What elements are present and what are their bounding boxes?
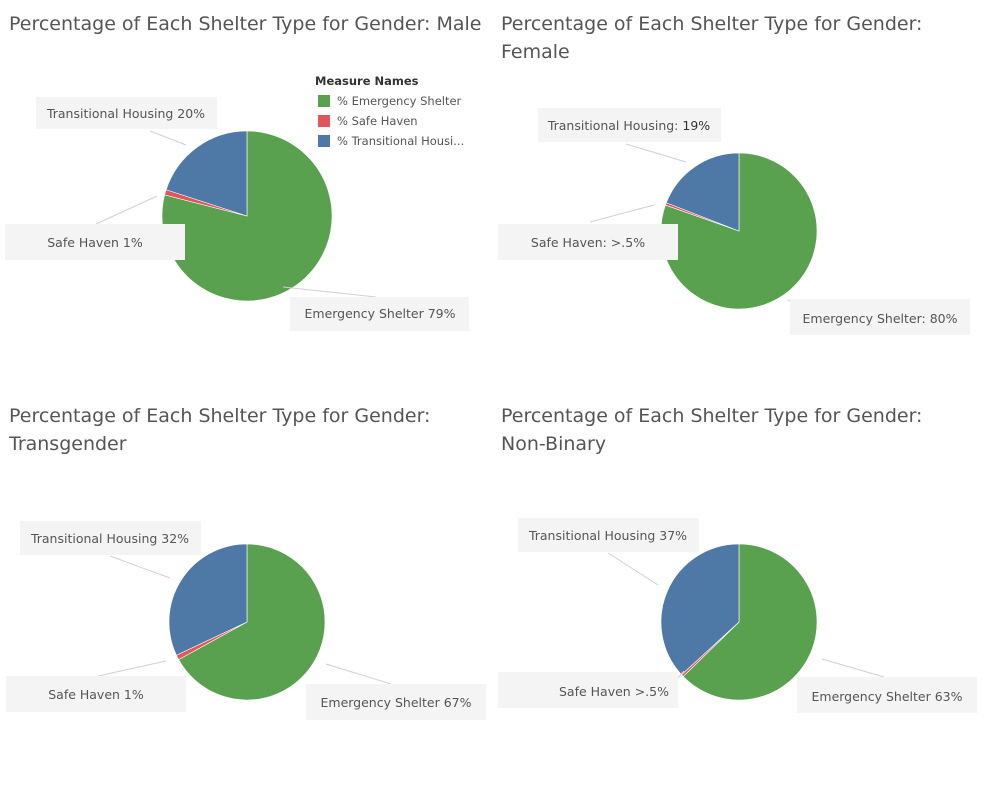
legend-swatch <box>318 115 330 127</box>
legend: Measure Names % Emergency Shelter % Safe H… <box>315 74 464 148</box>
leader-line <box>282 286 377 298</box>
data-label-box <box>790 299 970 335</box>
leader-line <box>589 204 655 223</box>
pie-slice-transitional-housing[interactable] <box>168 543 248 656</box>
pie-slice-transitional-housing[interactable] <box>660 543 740 676</box>
data-label-transitional-housing: Transitional Housing 32% <box>30 531 189 546</box>
data-label-transitional-housing: Transitional Housing 37% <box>528 528 687 543</box>
legend-swatch <box>318 135 330 147</box>
data-label-box <box>36 97 217 129</box>
leader-line <box>325 663 392 685</box>
data-label-box <box>20 521 201 555</box>
pie-slice-emergency-shelter[interactable] <box>178 543 326 701</box>
pie-title-female: Percentage of Each Shelter Type for Gend… <box>501 13 923 63</box>
legend-item-label[interactable]: % Emergency Shelter <box>337 94 462 108</box>
data-label-emergency-shelter: Emergency Shelter 79% <box>305 306 456 321</box>
leader-line <box>149 130 187 146</box>
legend-item-label[interactable]: % Transitional Housi... <box>337 134 464 148</box>
data-label-safe-haven: Safe Haven >.5% <box>559 684 669 699</box>
data-label-box <box>538 108 721 142</box>
pie-slice-emergency-shelter[interactable] <box>682 543 818 701</box>
data-label-emergency-shelter: Emergency Shelter 63% <box>812 689 963 704</box>
pie-chart-transgender: Transitional Housing 32% Safe Haven 1% Eme… <box>6 521 486 720</box>
data-label-safe-haven: Safe Haven: >.5% <box>531 235 645 250</box>
pie-chart-non-binary: Transitional Housing 37% Safe Haven >.5% E… <box>498 518 977 713</box>
leader-line <box>607 552 659 586</box>
data-label-box <box>797 677 977 713</box>
data-label-emergency-shelter: Emergency Shelter: 80% <box>803 311 958 326</box>
pie-slice-transitional-housing[interactable] <box>665 152 740 232</box>
data-label-box <box>498 224 678 260</box>
data-label-box <box>6 676 186 712</box>
pie-title-non-binary: Percentage of Each Shelter Type for Gend… <box>501 405 923 455</box>
pie-chart-female: Transitional Housing: 19% Safe Haven: >.5… <box>498 108 970 335</box>
legend-item-label[interactable]: % Safe Haven <box>337 114 418 128</box>
data-label-box <box>290 297 469 331</box>
data-label-box <box>306 684 486 720</box>
data-label-box <box>518 518 699 552</box>
leader-line <box>625 143 687 163</box>
pie-title-male: Percentage of Each Shelter Type for Gend… <box>9 13 482 35</box>
data-label-box <box>498 672 678 708</box>
leader-line <box>95 195 158 225</box>
leader-line <box>109 555 171 579</box>
data-label-transitional-housing: Transitional Housing 20% <box>46 106 205 121</box>
data-label-emergency-shelter: Emergency Shelter 67% <box>321 695 472 710</box>
leader-line <box>97 660 167 677</box>
data-label-box <box>5 224 185 260</box>
leader-line <box>821 658 885 678</box>
pie-chart-male: Transitional Housing 20% Safe Haven 1% Eme… <box>5 97 469 331</box>
legend-swatch <box>318 95 330 107</box>
data-label-transitional-housing: Transitional Housing: 19% <box>547 118 710 133</box>
data-label-safe-haven: Safe Haven 1% <box>47 235 143 250</box>
legend-title: Measure Names <box>315 74 419 88</box>
pie-slice-transitional-housing[interactable] <box>165 130 248 217</box>
data-label-safe-haven: Safe Haven 1% <box>48 687 144 702</box>
pie-title-transgender: Percentage of Each Shelter Type for Gend… <box>9 405 431 455</box>
